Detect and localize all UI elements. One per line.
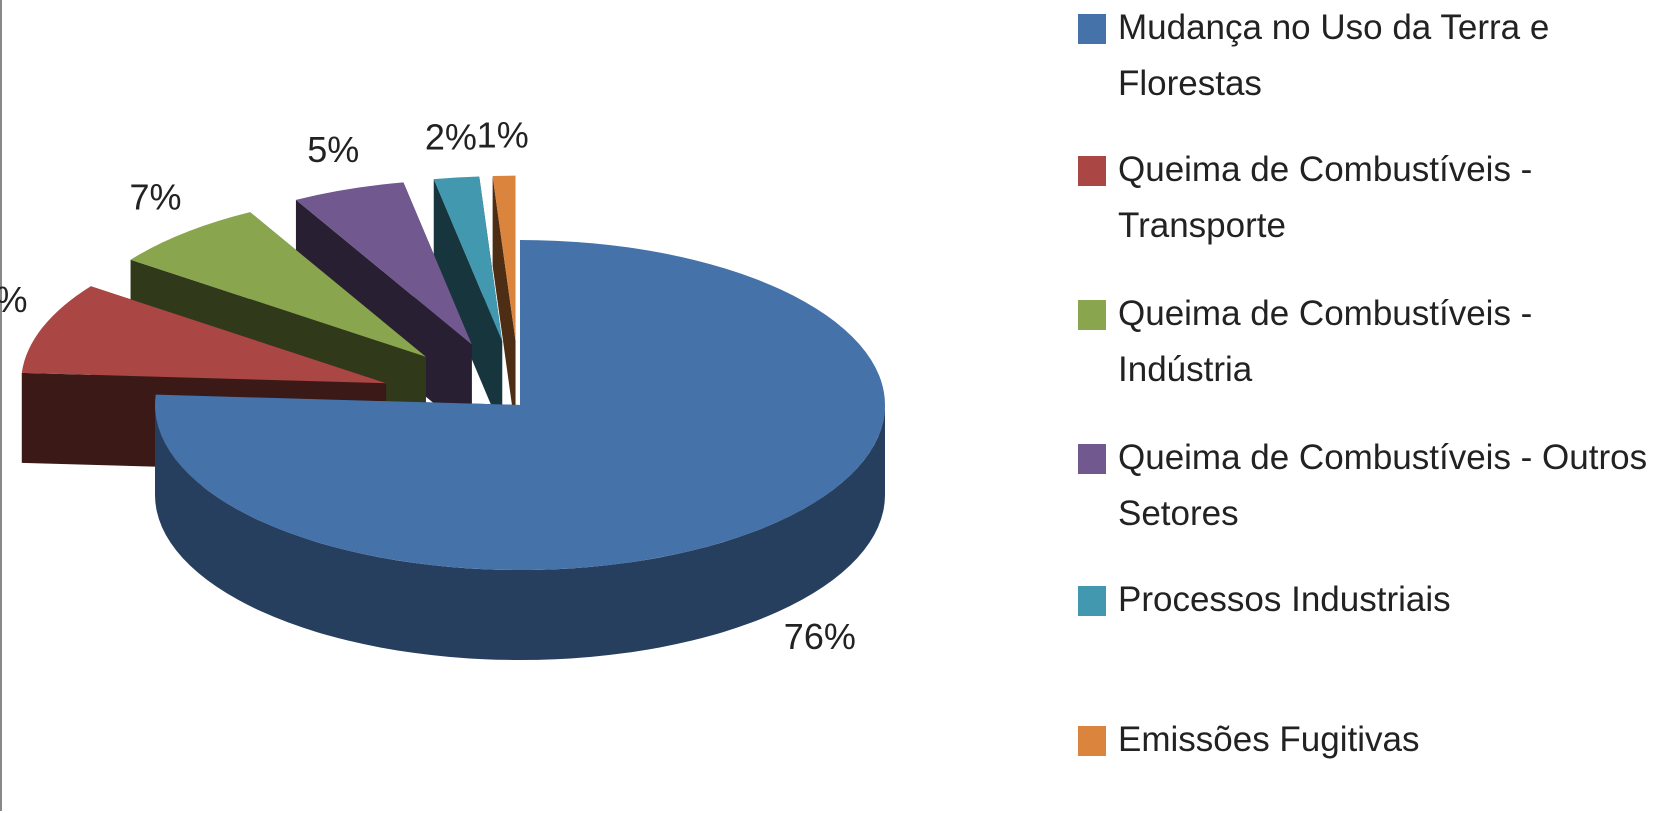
slice — [433, 176, 503, 342]
legend-entry: Queima de Combustíveis - Transporte — [1078, 142, 1658, 254]
data-label: 2% — [425, 116, 477, 157]
slice — [21, 286, 387, 384]
legend-swatch — [1078, 586, 1106, 616]
data-label: 5% — [307, 129, 359, 170]
slice — [492, 175, 516, 341]
slice — [155, 240, 886, 570]
legend-label: Queima de Combustíveis - Transporte — [1118, 150, 1533, 245]
legend-label: Queima de Combustíveis - Indústria — [1118, 294, 1533, 389]
legend-label: Queima de Combustíveis - Outros Setores — [1118, 438, 1648, 533]
slice — [295, 182, 472, 345]
slice-face — [492, 176, 516, 431]
legend-entry: Emissões Fugitivas — [1078, 712, 1658, 768]
slice-face — [295, 199, 472, 435]
slice — [130, 212, 426, 357]
slice-face — [433, 179, 503, 432]
legend-label: Emissões Fugitivas — [1118, 720, 1420, 759]
legend-swatch — [1078, 300, 1106, 330]
data-label: 9% — [0, 279, 27, 320]
legend-entry: Queima de Combustíveis - Indústria — [1078, 286, 1658, 398]
legend-swatch — [1078, 14, 1106, 44]
legend-swatch — [1078, 444, 1106, 474]
data-label: 1% — [477, 114, 529, 155]
legend-swatch — [1078, 156, 1106, 186]
legend-entry: Mudança no Uso da Terra e Florestas — [1078, 0, 1658, 112]
legend-label: Processos Industriais — [1118, 580, 1451, 619]
data-label: 76% — [784, 616, 856, 657]
data-label: 7% — [130, 177, 182, 218]
legend-swatch — [1078, 726, 1106, 756]
slice-side — [155, 405, 885, 660]
legend-entry: Queima de Combustíveis - Outros Setores — [1078, 430, 1658, 542]
legend-label: Mudança no Uso da Terra e Florestas — [1118, 8, 1550, 103]
pie-chart: 76% 9% 7% 5% 2%1% — [0, 114, 886, 660]
legend-entry: Processos Industriais — [1078, 572, 1658, 628]
